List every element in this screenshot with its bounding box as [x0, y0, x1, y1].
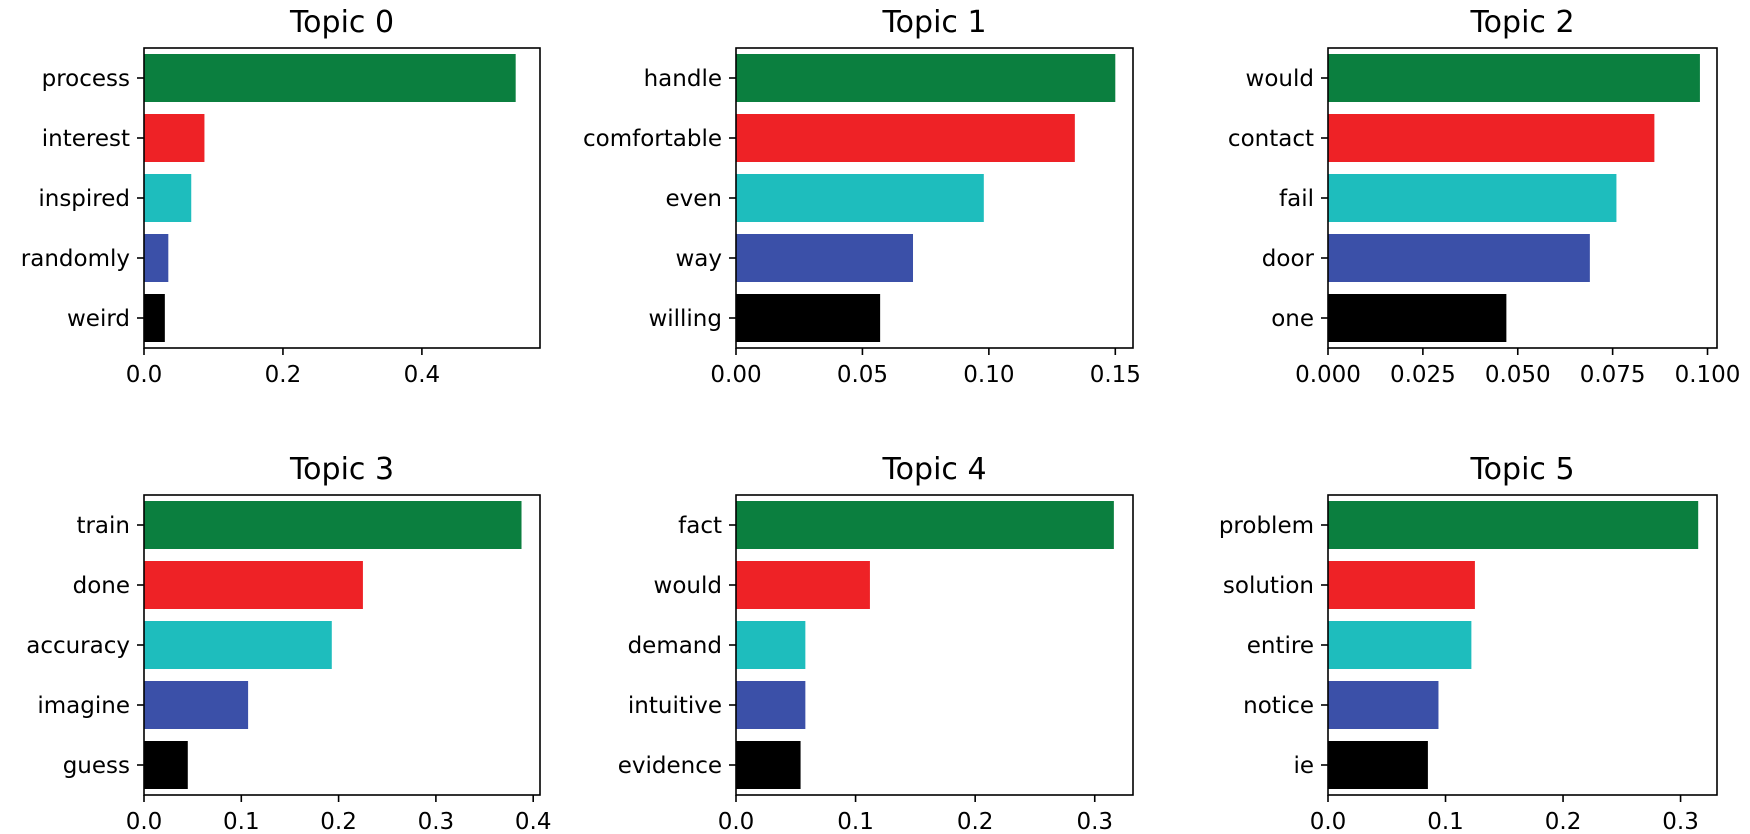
topic-4-bar-intuitive: [736, 681, 806, 729]
topic-3-ylabel-train: train: [76, 513, 130, 539]
topic-4-panel: Topic 4 fact would demand intuitive evidence 0…: [618, 452, 1134, 834]
topic-4-bar-fact: [736, 501, 1114, 549]
topic-3-ylabel-accuracy: accuracy: [26, 633, 130, 659]
topic-4-ylabel-evidence: evidence: [618, 753, 722, 779]
topic-5-title: Topic 5: [1469, 452, 1574, 487]
topic-3-xtick-label-0-4: 0.4: [515, 809, 552, 834]
topic-5-panel: Topic 5 problem solution entire notice ie 0.0 0…: [1219, 452, 1718, 834]
topic-5-ylabel-notice: notice: [1243, 693, 1314, 719]
topic-4-bar-would: [736, 561, 870, 609]
topic-2-ylabel-one: one: [1271, 306, 1314, 332]
topic-1-bar-handle: [736, 54, 1116, 102]
topic-0-bar-weird: [144, 294, 165, 342]
topic-2-bar-door: [1328, 234, 1590, 282]
topic-3-bar-done: [144, 561, 363, 609]
topic-3-ylabel-guess: guess: [63, 753, 130, 779]
topic-0-ylabel-inspired: inspired: [38, 186, 130, 212]
topic-0-panel: Topic 0 process interest inspired randomly we…: [21, 5, 541, 388]
topic-2-ylabel-door: door: [1262, 246, 1315, 272]
topic-3-xtick-label-0: 0.0: [126, 809, 163, 834]
topic-4-ylabel-fact: fact: [678, 513, 722, 539]
topic-1-ylabel-handle: handle: [644, 66, 722, 92]
topic-1-ylabel-even: even: [666, 186, 723, 212]
topic-1-bar-willing: [736, 294, 881, 342]
topic-0-ylabel-interest: interest: [42, 126, 130, 152]
topic-2-bar-contact: [1328, 114, 1655, 162]
topic-3-bar-accuracy: [144, 621, 332, 669]
topic-0-xtick-label-0-4: 0.4: [404, 362, 441, 388]
topic-3-xtick-label-0-3: 0.3: [418, 809, 455, 834]
topic-3-panel: Topic 3 train done accuracy imagine guess 0.0 0…: [26, 452, 551, 834]
topic-5-xtick-label-0: 0.0: [1310, 809, 1347, 834]
topic-0-bar-randomly: [144, 234, 169, 282]
topic-1-title: Topic 1: [881, 5, 986, 40]
topic-2-bar-would: [1328, 54, 1700, 102]
topic-2-xtick-label-0-05: 0.050: [1485, 362, 1551, 388]
topic-5-ylabel-entire: entire: [1247, 633, 1314, 659]
topic-2-xtick-label-0-1: 0.100: [1675, 362, 1741, 388]
topic-5-xtick-label-0-2: 0.2: [1545, 809, 1582, 834]
topic-5-bar-solution: [1328, 561, 1475, 609]
topic-2-bar-one: [1328, 294, 1507, 342]
topic-4-xtick-label-0: 0.0: [718, 809, 755, 834]
topic-1-bar-even: [736, 174, 984, 222]
topic-2-ylabel-would: would: [1246, 66, 1314, 92]
topic-3-title: Topic 3: [289, 452, 394, 487]
topic-1-xtick-label-0-05: 0.05: [837, 362, 888, 388]
topic-5-ylabel-solution: solution: [1223, 573, 1314, 599]
topic-1-ylabel-willing: willing: [648, 306, 722, 332]
topic-1-xtick-label-0-1: 0.10: [963, 362, 1014, 388]
topic-0-bar-process: [144, 54, 516, 102]
topic-2-bar-fail: [1328, 174, 1617, 222]
topic-1-ylabel-comfortable: comfortable: [583, 126, 722, 152]
topic-1-ylabel-way: way: [675, 246, 722, 272]
topic-5-ylabel-ie: ie: [1293, 753, 1314, 779]
topic-2-ylabel-contact: contact: [1228, 126, 1314, 152]
topic-0-ylabel-weird: weird: [67, 306, 130, 332]
topic-3-xtick-label-0-2: 0.2: [320, 809, 357, 834]
topic-3-bar-imagine: [144, 681, 249, 729]
topic-3-ylabel-done: done: [73, 573, 130, 599]
topic-0-xtick-label-0-2: 0.2: [265, 362, 302, 388]
topic-4-ylabel-would: would: [654, 573, 722, 599]
topic-5-bar-ie: [1328, 741, 1428, 789]
topic-5-bar-problem: [1328, 501, 1699, 549]
topic-1-xtick-label-0-15: 0.15: [1090, 362, 1141, 388]
topic-0-title: Topic 0: [289, 5, 394, 40]
topic-1-bar-comfortable: [736, 114, 1075, 162]
topic-5-xtick-label-0-3: 0.3: [1662, 809, 1699, 834]
topic-3-bar-guess: [144, 741, 188, 789]
topic-5-ylabel-problem: problem: [1219, 513, 1314, 539]
topic-1-panel: Topic 1 handle comfortable even way willing 0.…: [583, 5, 1141, 388]
topic-4-xtick-label-0-2: 0.2: [957, 809, 994, 834]
topic-4-xtick-label-0-3: 0.3: [1076, 809, 1113, 834]
topic-0-bar-inspired: [144, 174, 192, 222]
topic-4-bar-demand: [736, 621, 806, 669]
topic-0-xtick-label-0: 0.0: [126, 362, 163, 388]
topic-0-ylabel-randomly: randomly: [21, 246, 130, 272]
topic-1-xtick-label-0: 0.00: [710, 362, 761, 388]
topic-0-ylabel-process: process: [42, 66, 130, 92]
topic-5-xtick-label-0-1: 0.1: [1427, 809, 1464, 834]
topic-2-title: Topic 2: [1469, 5, 1574, 40]
topic-4-ylabel-intuitive: intuitive: [628, 693, 722, 719]
topic-4-bar-evidence: [736, 741, 801, 789]
topic-5-bar-notice: [1328, 681, 1439, 729]
topic-5-bar-entire: [1328, 621, 1472, 669]
topic-3-bar-train: [144, 501, 522, 549]
topic-0-bar-interest: [144, 114, 205, 162]
topic-3-ylabel-imagine: imagine: [37, 693, 130, 719]
topic-2-xtick-label-0: 0.000: [1295, 362, 1361, 388]
topic-4-title: Topic 4: [881, 452, 986, 487]
topic-2-xtick-label-0-025: 0.025: [1390, 362, 1456, 388]
topic-4-xtick-label-0-1: 0.1: [837, 809, 874, 834]
topic-2-ylabel-fail: fail: [1279, 186, 1314, 212]
topic-2-xtick-label-0-075: 0.075: [1580, 362, 1646, 388]
topic-3-xtick-label-0-1: 0.1: [223, 809, 260, 834]
topic-1-bar-way: [736, 234, 914, 282]
topic-4-ylabel-demand: demand: [628, 633, 722, 659]
topic-2-panel: Topic 2 would contact fail door one 0.000 0.025…: [1228, 5, 1741, 388]
